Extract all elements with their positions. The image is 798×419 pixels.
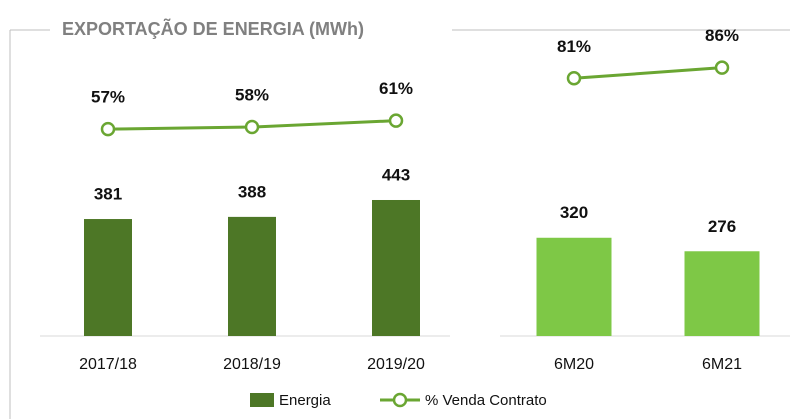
line: [573, 66, 723, 80]
line-value-label: 58%: [235, 86, 269, 105]
legend-swatch: [392, 392, 408, 408]
x-tick-label: 2019/20: [367, 356, 425, 373]
x-tick-label: 6M21: [702, 356, 742, 373]
line-value-label: 81%: [557, 37, 591, 56]
bar-value-label: 320: [560, 203, 588, 222]
line-value-label: 57%: [91, 88, 125, 107]
bar-value-label: 443: [382, 165, 410, 184]
line-marker: [388, 113, 404, 128]
x-tick-label: 2018/19: [223, 356, 281, 373]
bar: [84, 219, 132, 336]
bar-value-label: 381: [94, 185, 122, 204]
bar-value-label: 276: [708, 217, 736, 236]
line-marker: [244, 119, 260, 135]
legend-label: Energia: [279, 392, 331, 409]
chart-title: EXPORTAÇÃO DE ENERGIA (MWh): [62, 18, 364, 39]
bar: [684, 251, 760, 336]
line-marker: [714, 60, 730, 75]
line-marker: [566, 71, 582, 86]
x-tick-label: 6M20: [554, 356, 594, 373]
legend-swatch: [250, 393, 274, 407]
bar: [372, 199, 420, 336]
line-marker: [100, 121, 116, 137]
line-value-label: 61%: [379, 79, 413, 98]
x-tick-label: 2017/18: [79, 356, 137, 373]
bar-value-label: 388: [238, 182, 266, 201]
legend-label: % Venda Contrato: [425, 392, 547, 409]
bar: [228, 216, 276, 336]
bar: [536, 237, 612, 336]
line-value-label: 86%: [705, 26, 739, 45]
